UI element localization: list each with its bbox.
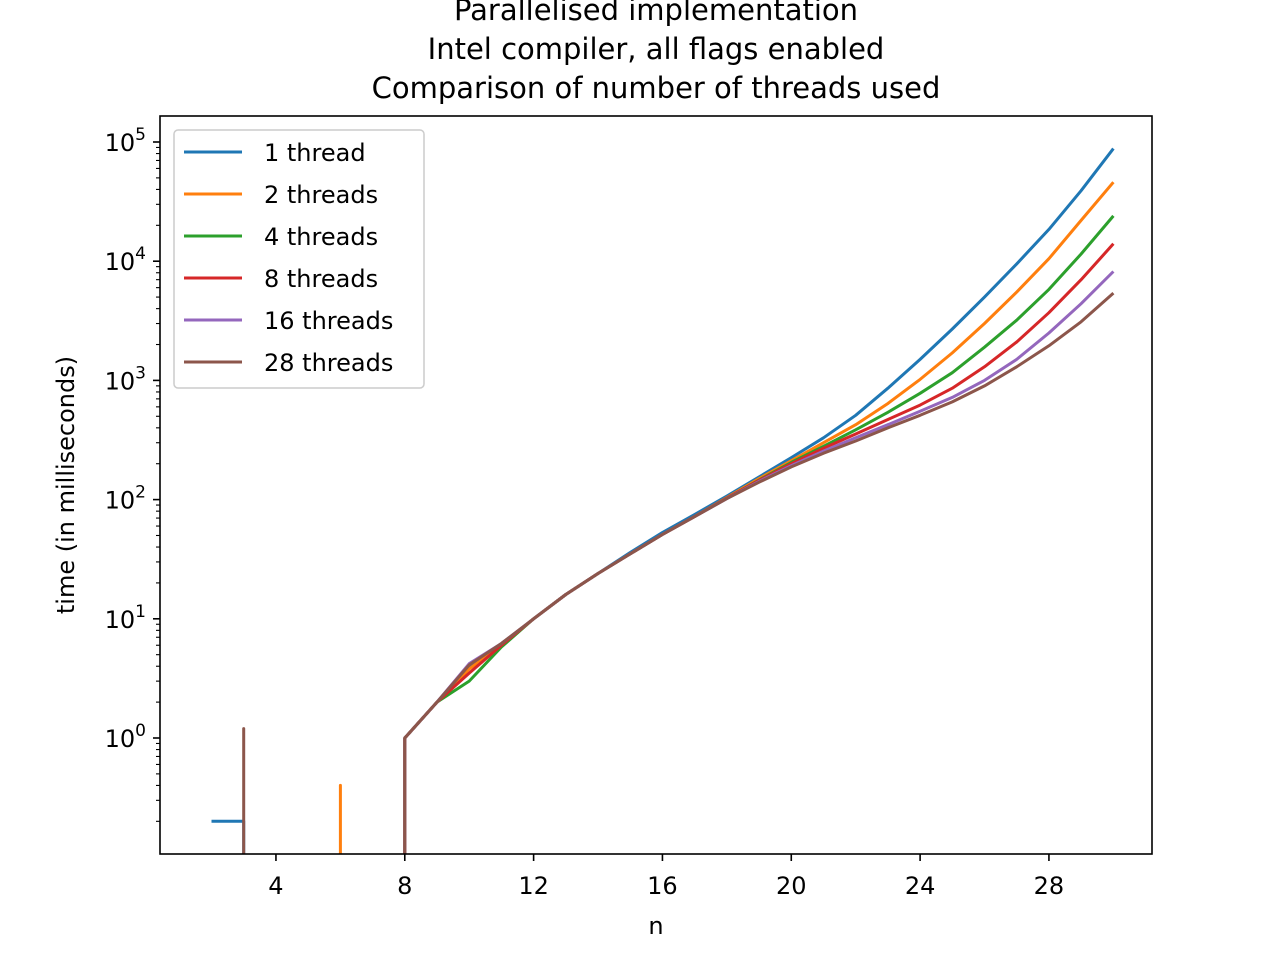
x-tick-label: 20 [776,872,807,900]
y-tick-label: 103 [105,363,146,395]
plot-lines [211,147,1115,854]
y-tick-label: 102 [105,483,146,515]
chart-title: Parallelised implementation Intel compile… [372,0,941,105]
x-tick-label: 16 [647,872,678,900]
legend: 1 thread 2 threads 4 threads 8 threads 16 th… [173,129,425,389]
y-tick-label: 101 [105,602,146,634]
legend-label-6: 28 threads [264,349,393,377]
legend-label-5: 16 threads [264,307,393,335]
series-line-6 [242,291,1115,854]
x-tick-label: 4 [268,872,283,900]
y-axis-label: time (in milliseconds) [52,356,80,614]
x-tick-label: 28 [1034,872,1065,900]
x-tick-label: 24 [905,872,936,900]
legend-label-2: 2 threads [264,181,378,209]
y-tick-label: 100 [105,721,146,753]
x-axis-label: n [648,912,663,940]
y-axis: 100 101 102 103 104 105 [105,125,160,822]
title-line-1: Parallelised implementation [454,0,858,27]
x-tick-label: 12 [518,872,549,900]
x-axis: 4 8 12 16 20 24 28 [268,854,1064,900]
legend-label-1: 1 thread [264,139,366,167]
legend-label-3: 4 threads [264,223,378,251]
y-tick-label: 104 [105,244,146,276]
plot-frame [159,115,1153,855]
title-line-2: Intel compiler, all flags enabled [428,32,885,66]
title-line-3: Comparison of number of threads used [372,71,941,105]
legend-label-4: 8 threads [264,265,378,293]
y-tick-label: 105 [105,125,146,157]
x-tick-label: 8 [397,872,412,900]
